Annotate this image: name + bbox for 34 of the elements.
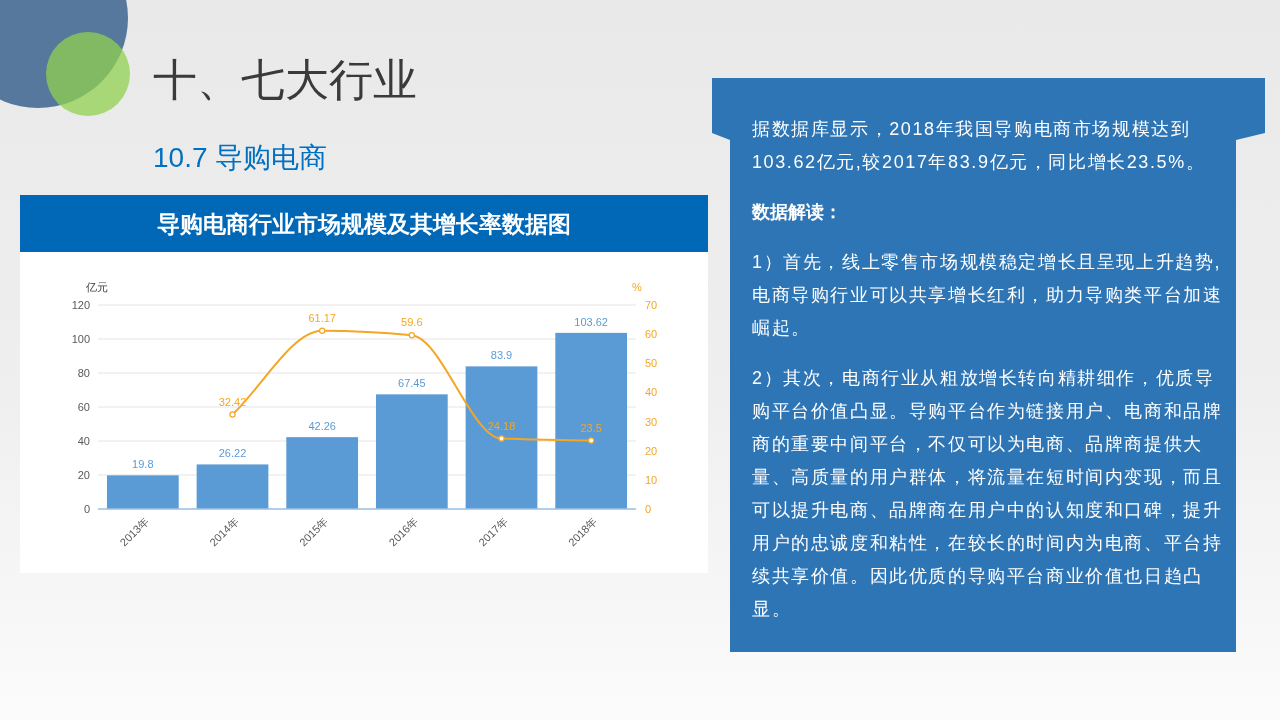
data-label: 83.9 — [490, 349, 513, 362]
chart-title: 导购电商行业市场规模及其增长率数据图 — [157, 211, 571, 237]
y2-tick-label: 10 — [645, 473, 658, 486]
y-tick-label: 120 — [71, 299, 90, 311]
y2-tick-label: 20 — [645, 444, 658, 457]
y-tick-label: 100 — [71, 333, 90, 345]
data-label: 24.18 — [487, 419, 516, 432]
y-tick-label: 20 — [77, 469, 90, 481]
data-label: 61.17 — [308, 311, 336, 324]
y2-tick-label: 40 — [645, 386, 658, 399]
y2-tick-label: 30 — [645, 415, 658, 428]
y2-tick-label: 50 — [645, 357, 658, 370]
data-label: 26.22 — [218, 447, 247, 460]
text: 2）其次，电商行业从粗放增长转向精耕细作，优质导购平台价值凸显。导购平台作为链接用户、电商和品牌商的重要中间平台，不仅可以为电商、品牌商提供大量、高质量的用户群体，将流量在短时间内变现，而且可以提升电商、品牌商在用户中的认知度和口碑，提升用户的忠诚度和粘性，在较长的时间内为电商、平台持续共享价值。因此优质的导购平台商业价值也日趋凸显。 — [752, 367, 1224, 621]
y-tick-label: 80 — [77, 367, 90, 379]
y2-tick-label: 70 — [645, 299, 658, 311]
y-tick-label: 0 — [83, 503, 90, 515]
data-label: 59.6 — [401, 316, 423, 329]
y-tick-label: 40 — [77, 435, 90, 447]
data-label: 42.26 — [308, 420, 336, 433]
data-label: 67.45 — [398, 377, 426, 390]
y-tick-label: 60 — [77, 401, 90, 413]
y2-tick-label: 0 — [645, 503, 652, 515]
y-axis-title: 亿元 — [85, 281, 108, 293]
y2-axis-title: % — [632, 281, 643, 293]
text: 10.7 导购电商 — [153, 141, 329, 175]
text: 十、七大行业 — [153, 54, 418, 106]
data-label: 19.8 — [132, 458, 154, 471]
data-label: 23.5 — [580, 421, 602, 434]
text: 数据解读： — [752, 201, 843, 224]
y2-tick-label: 60 — [645, 328, 658, 341]
text: 1）首先，线上零售市场规模稳定增长且呈现上升趋势,电商导购行业可以共享增长红利，助力导购类平台加速崛起。 — [752, 251, 1224, 340]
data-label: 103.62 — [574, 315, 608, 328]
text: 据数据库显示，2018年我国导购电商市场规模达到103.62亿元,较2017年83.9亿元，同比增长23.5%。 — [752, 118, 1207, 174]
